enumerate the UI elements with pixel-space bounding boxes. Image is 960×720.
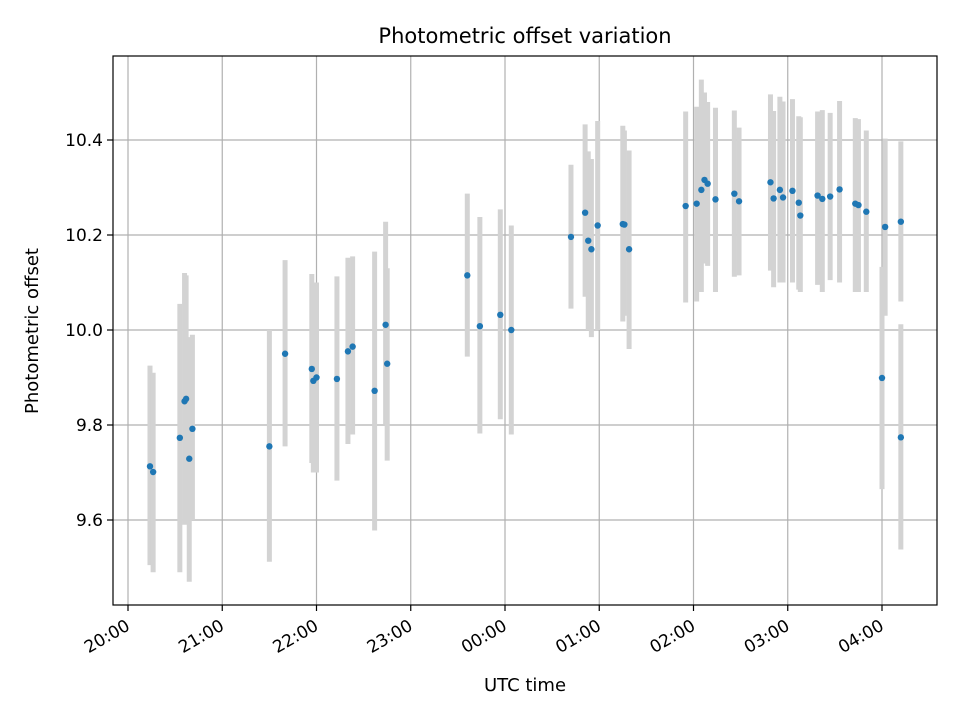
data-point (731, 190, 738, 197)
data-point (464, 272, 471, 279)
data-point (826, 193, 834, 200)
data-point (344, 348, 352, 355)
data-point (497, 311, 504, 318)
y-tick-label: 10.2 (65, 226, 103, 246)
data-point (704, 180, 711, 187)
y-axis-ticks: 9.6 9.8 10.0 10.2 10.4 (65, 131, 113, 531)
data-point (476, 323, 484, 330)
data-point (508, 326, 515, 334)
data-point (897, 434, 905, 441)
data-point (146, 463, 154, 470)
data-point (594, 222, 601, 229)
data-point (836, 186, 843, 193)
data-point (767, 179, 774, 186)
data-point (182, 395, 190, 403)
data-point (149, 468, 157, 476)
data-point (333, 375, 341, 383)
data-point (625, 246, 633, 253)
data-point (789, 187, 796, 195)
data-point (779, 194, 787, 201)
x-axis-label: UTC time (484, 675, 566, 696)
y-tick-label: 10.4 (65, 131, 103, 151)
data-point (698, 186, 705, 194)
data-point (819, 195, 826, 203)
data-points (146, 176, 905, 476)
data-point (682, 202, 689, 210)
y-axis-label: Photometric offset (22, 248, 43, 414)
data-point (567, 233, 575, 241)
data-point (855, 201, 862, 209)
y-tick-label: 9.8 (76, 416, 103, 436)
data-point (814, 192, 821, 199)
data-point (383, 360, 391, 367)
data-point (585, 237, 592, 244)
data-point (897, 218, 905, 225)
data-point (621, 221, 628, 228)
data-point (588, 246, 595, 253)
data-point (349, 343, 356, 350)
data-point (308, 365, 315, 373)
chart-title: Photometric offset variation (378, 24, 671, 48)
data-point (863, 208, 870, 215)
y-tick-label: 10.0 (65, 321, 103, 341)
data-point (770, 195, 777, 202)
data-point (878, 374, 886, 382)
data-point (176, 434, 184, 442)
data-point (281, 350, 289, 357)
data-point (797, 212, 804, 219)
data-point (735, 198, 743, 205)
data-point (581, 209, 589, 216)
data-point (712, 196, 719, 203)
data-point (186, 455, 193, 462)
data-point (795, 199, 802, 206)
data-point (776, 186, 784, 194)
data-point (189, 425, 196, 432)
data-point (693, 200, 700, 207)
data-point (313, 374, 320, 381)
data-point (881, 223, 889, 231)
data-point (266, 443, 273, 450)
data-point (371, 387, 378, 394)
y-tick-label: 9.6 (76, 511, 103, 531)
data-point (382, 321, 389, 328)
